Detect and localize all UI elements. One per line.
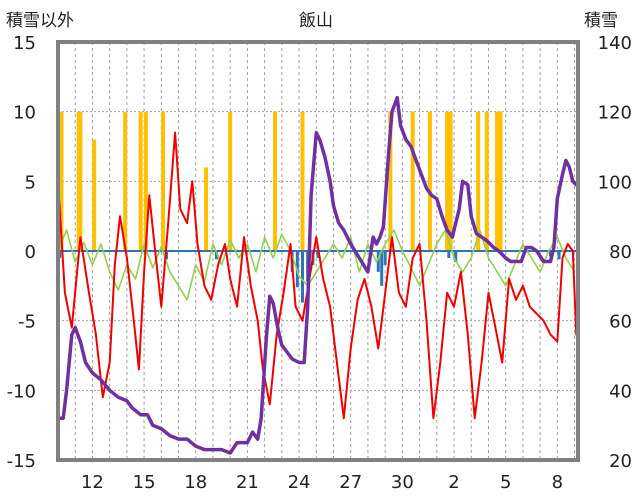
snowfall-bar [143, 111, 148, 252]
snowfall-bar [78, 111, 83, 252]
snowfall-bar [427, 111, 432, 252]
precip-bar [454, 251, 458, 263]
snowfall-bar [204, 167, 209, 251]
snowfall-bar [476, 111, 481, 252]
x-tick-label: 12 [81, 472, 104, 493]
right-tick-label: 140 [598, 33, 632, 54]
precip-bar [301, 251, 305, 303]
left-tick-label: -10 [7, 381, 36, 402]
precip-bar [557, 251, 561, 260]
x-tick-label: 8 [552, 472, 563, 493]
right-tick-label: 80 [609, 242, 632, 263]
right-tick-label: 60 [609, 312, 632, 333]
x-tick-label: 18 [184, 472, 207, 493]
right-tick-label: 40 [609, 381, 632, 402]
right-axis-label: 積雪 [584, 11, 618, 31]
chart-title: 飯山 [299, 11, 333, 31]
right-tick-label: 100 [598, 172, 632, 193]
precip-bar [383, 251, 387, 265]
x-tick-label: 27 [339, 472, 362, 493]
snowfall-bar [228, 111, 233, 252]
left-tick-label: -15 [7, 451, 36, 472]
temp_diff-line [57, 229, 576, 301]
left-tick-label: 0 [25, 242, 36, 263]
precip-bar [447, 251, 451, 258]
snowfall-bar [92, 139, 97, 251]
left-tick-label: 10 [13, 103, 36, 124]
snowfall-bar [300, 111, 305, 252]
x-tick-label: 2 [448, 472, 459, 493]
snowfall-bar [484, 111, 489, 252]
precip-bar [380, 251, 384, 286]
snowfall-bar [123, 111, 128, 252]
left-tick-label: -5 [18, 312, 36, 333]
precip-bar [214, 251, 218, 260]
snowfall-bar [161, 111, 166, 252]
snowfall-bar [138, 111, 143, 252]
x-tick-label: 30 [391, 472, 414, 493]
right-tick-label: 120 [598, 103, 632, 124]
snowfall-bar [410, 111, 415, 252]
snowfall-bar [59, 111, 64, 252]
left-tick-label: 5 [25, 172, 36, 193]
left-axis-label: 積雪以外 [6, 11, 74, 31]
temperature-line [57, 131, 578, 420]
snowfall-bar [448, 111, 453, 252]
right-tick-label: 20 [609, 451, 632, 472]
snow_depth-line [56, 95, 579, 455]
x-tick-label: 5 [500, 472, 511, 493]
line-series [56, 95, 579, 455]
snowfall-bar [498, 111, 503, 252]
precip-bar [548, 251, 552, 257]
left-tick-label: 15 [13, 33, 36, 54]
snowfall-bar [495, 111, 500, 252]
precip-bar [316, 251, 320, 258]
snowfall-bar [445, 111, 450, 252]
snowfall-bar [388, 111, 393, 252]
x-tick-label: 15 [133, 472, 156, 493]
tick-labels: 15 10 5 0 -5 -10 -15 140 120 100 80 60 40 20 12 15 18 21 2… [7, 33, 632, 493]
snowfall-bar [272, 111, 277, 252]
plot-frame [56, 40, 580, 462]
precip-bar [376, 251, 380, 272]
x-tick-label: 24 [288, 472, 311, 493]
x-tick-label: 21 [236, 472, 259, 493]
